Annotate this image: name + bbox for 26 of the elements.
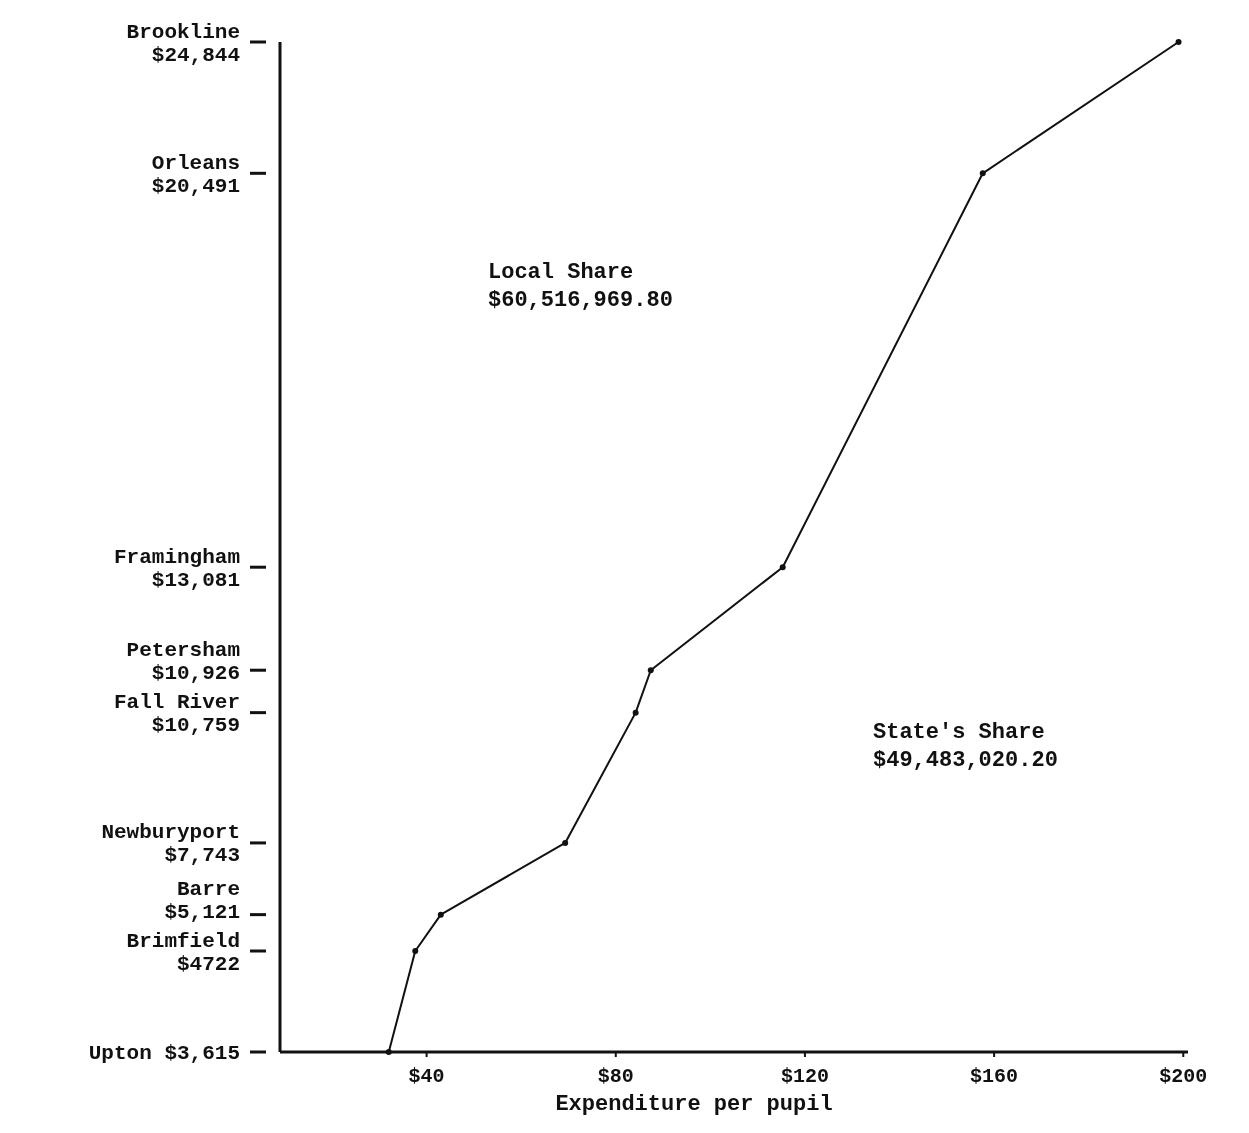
x-tick-label: $40: [408, 1065, 445, 1088]
annotation: State's Share $49,483,020.20: [873, 720, 1058, 773]
text: Upton $3,615: [88, 1042, 240, 1065]
text: Framingham $13,081: [113, 545, 240, 592]
point: [632, 709, 639, 716]
annotation: Local Share $60,516,969.80: [488, 260, 673, 313]
text: Orleans $20,491: [151, 151, 240, 198]
text: Fall River $10,759: [113, 691, 240, 738]
x-tick-label: $80: [597, 1065, 634, 1088]
x-tick-label: $120: [780, 1065, 829, 1088]
x-axis-title: Expenditure per pupil: [555, 1092, 833, 1117]
x-tick-label: $200: [1159, 1065, 1208, 1088]
point: [412, 948, 419, 954]
point: [385, 1049, 392, 1055]
x-tick-label: $160: [970, 1065, 1019, 1088]
text: Newburyport $7,743: [101, 821, 240, 868]
point: [647, 667, 654, 674]
point: [1175, 39, 1182, 45]
text: Brookline $24,844: [126, 20, 240, 67]
point: [562, 839, 569, 846]
point: [979, 170, 986, 177]
point: [779, 564, 786, 571]
text: Barre $5,121: [164, 877, 240, 924]
text: Petersham $10,926: [126, 639, 240, 686]
text: Brimfield $4722: [126, 929, 240, 976]
point: [437, 911, 444, 918]
